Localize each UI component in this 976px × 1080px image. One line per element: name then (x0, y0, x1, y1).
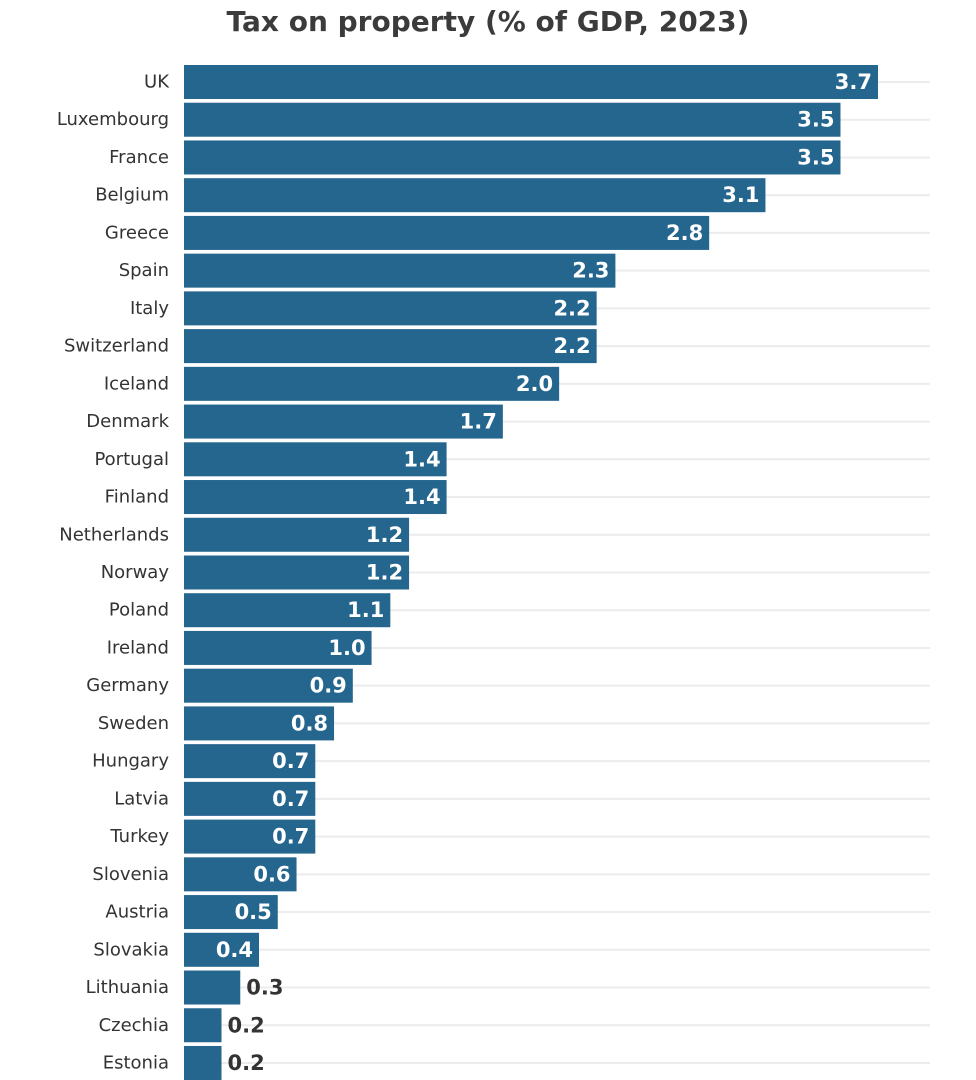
bar-ireland (184, 630, 372, 665)
category-label: Switzerland (64, 336, 169, 357)
value-label: 0.4 (216, 938, 253, 962)
category-label: Poland (109, 600, 169, 621)
value-label: 0.6 (253, 862, 290, 886)
bar-netherlands (184, 517, 410, 552)
bar-austria (184, 895, 278, 930)
category-label: Italy (130, 298, 169, 319)
category-label: Denmark (86, 411, 169, 432)
bar-poland (184, 593, 391, 628)
bar-france (184, 140, 841, 175)
bar-estonia (184, 1045, 222, 1080)
value-label: 1.1 (347, 598, 384, 622)
category-label: UK (144, 72, 170, 93)
value-label: 0.7 (272, 787, 309, 811)
bar-iceland (184, 366, 560, 401)
bar-finland (184, 480, 447, 515)
value-label: 0.2 (228, 1051, 265, 1075)
bar-lithuania (184, 970, 241, 1005)
category-label: Spain (119, 260, 169, 281)
bar-switzerland (184, 329, 597, 364)
category-label: Germany (86, 675, 169, 696)
category-label: Luxembourg (57, 109, 169, 130)
value-label: 0.7 (272, 749, 309, 773)
value-label: 2.0 (516, 372, 553, 396)
category-label: Estonia (103, 1052, 169, 1073)
category-label: Turkey (109, 826, 169, 847)
category-label: Norway (101, 562, 170, 583)
category-label: Iceland (104, 373, 169, 394)
bar-luxembourg (184, 102, 841, 137)
category-label: Slovenia (92, 864, 169, 885)
value-label: 0.7 (272, 825, 309, 849)
bar-italy (184, 291, 597, 326)
bar-portugal (184, 442, 447, 477)
bar-czechia (184, 1008, 222, 1043)
value-label: 1.2 (366, 560, 403, 584)
value-label: 0.9 (310, 674, 347, 698)
value-label: 0.2 (228, 1013, 265, 1037)
bar-germany (184, 668, 353, 703)
category-label: Austria (105, 902, 169, 923)
bar-greece (184, 215, 710, 250)
category-label: Slovakia (93, 939, 169, 960)
value-label: 0.8 (291, 711, 328, 735)
value-label: 2.8 (666, 221, 703, 245)
bar-hungary (184, 744, 316, 779)
value-label: 3.5 (797, 145, 834, 169)
bars (184, 65, 878, 1080)
value-label: 3.1 (722, 183, 759, 207)
category-label: Lithuania (86, 977, 169, 998)
value-label: 2.2 (553, 296, 590, 320)
value-label: 1.0 (328, 636, 365, 660)
value-label: 1.2 (366, 523, 403, 547)
category-labels: UK Luxembourg France Belgium Greece Spain Ital… (57, 72, 170, 1074)
value-label: 1.4 (403, 447, 440, 471)
category-label: Finland (105, 487, 169, 508)
bar-norway (184, 555, 410, 590)
category-label: Sweden (98, 713, 169, 734)
bar-denmark (184, 404, 503, 439)
category-label: Latvia (114, 788, 169, 809)
value-label: 2.2 (553, 334, 590, 358)
value-label: 3.7 (835, 70, 872, 94)
value-label: 2.3 (572, 259, 609, 283)
bar-uk (184, 65, 878, 99)
value-label: 0.5 (235, 900, 272, 924)
category-label: Hungary (92, 751, 169, 772)
bar-turkey (184, 819, 316, 854)
chart-title: Tax on property (% of GDP, 2023) (226, 5, 750, 38)
category-label: Greece (105, 222, 169, 243)
category-label: Belgium (95, 185, 169, 206)
bar-slovenia (184, 857, 297, 892)
bar-latvia (184, 781, 316, 816)
value-label: 0.3 (246, 976, 283, 1000)
bar-sweden (184, 706, 335, 741)
category-label: Portugal (94, 449, 169, 470)
bar-spain (184, 253, 616, 288)
value-label: 3.5 (797, 108, 834, 132)
category-label: France (109, 147, 169, 168)
value-label: 1.4 (403, 485, 440, 509)
value-labels: 3.73.53.53.12.82.32.22.22.01.71.41.41.21… (216, 70, 872, 1075)
bar-belgium (184, 178, 766, 213)
category-label: Netherlands (59, 524, 169, 545)
category-label: Czechia (99, 1015, 169, 1036)
bar-slovakia (184, 932, 260, 967)
category-label: Ireland (107, 637, 169, 658)
value-label: 1.7 (460, 410, 497, 434)
